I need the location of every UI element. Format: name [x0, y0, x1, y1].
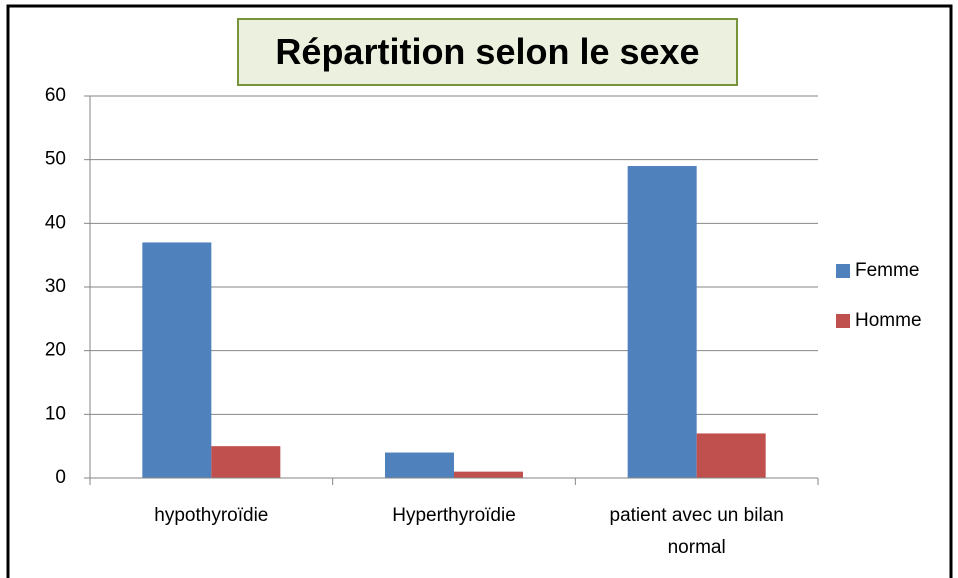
- chart-title: Répartition selon le sexe: [237, 18, 738, 86]
- bar: [385, 452, 454, 478]
- y-tick-label: 60: [45, 85, 66, 106]
- bar: [142, 242, 212, 478]
- bar: [211, 446, 281, 478]
- legend-label: Homme: [855, 310, 922, 331]
- x-tick-label: hypothyroïdie: [154, 505, 269, 526]
- bar: [627, 166, 697, 479]
- y-tick-label: 40: [45, 212, 66, 233]
- frame: [6, 4, 953, 578]
- y-tick-label: 20: [45, 340, 66, 361]
- y-tick-label: 50: [45, 149, 66, 170]
- x-tick-label: Hyperthyroïdie: [392, 505, 516, 526]
- y-tick-label: 30: [45, 276, 66, 297]
- legend-swatch: [836, 264, 850, 278]
- x-tick-label: patient avec un bilan normal: [609, 505, 784, 558]
- legend-swatch: [836, 314, 850, 328]
- bar: [454, 471, 523, 478]
- bar: [696, 433, 766, 478]
- y-tick-label: 0: [55, 467, 66, 488]
- legend-label: Femme: [855, 260, 919, 281]
- y-tick-label: 10: [45, 403, 66, 424]
